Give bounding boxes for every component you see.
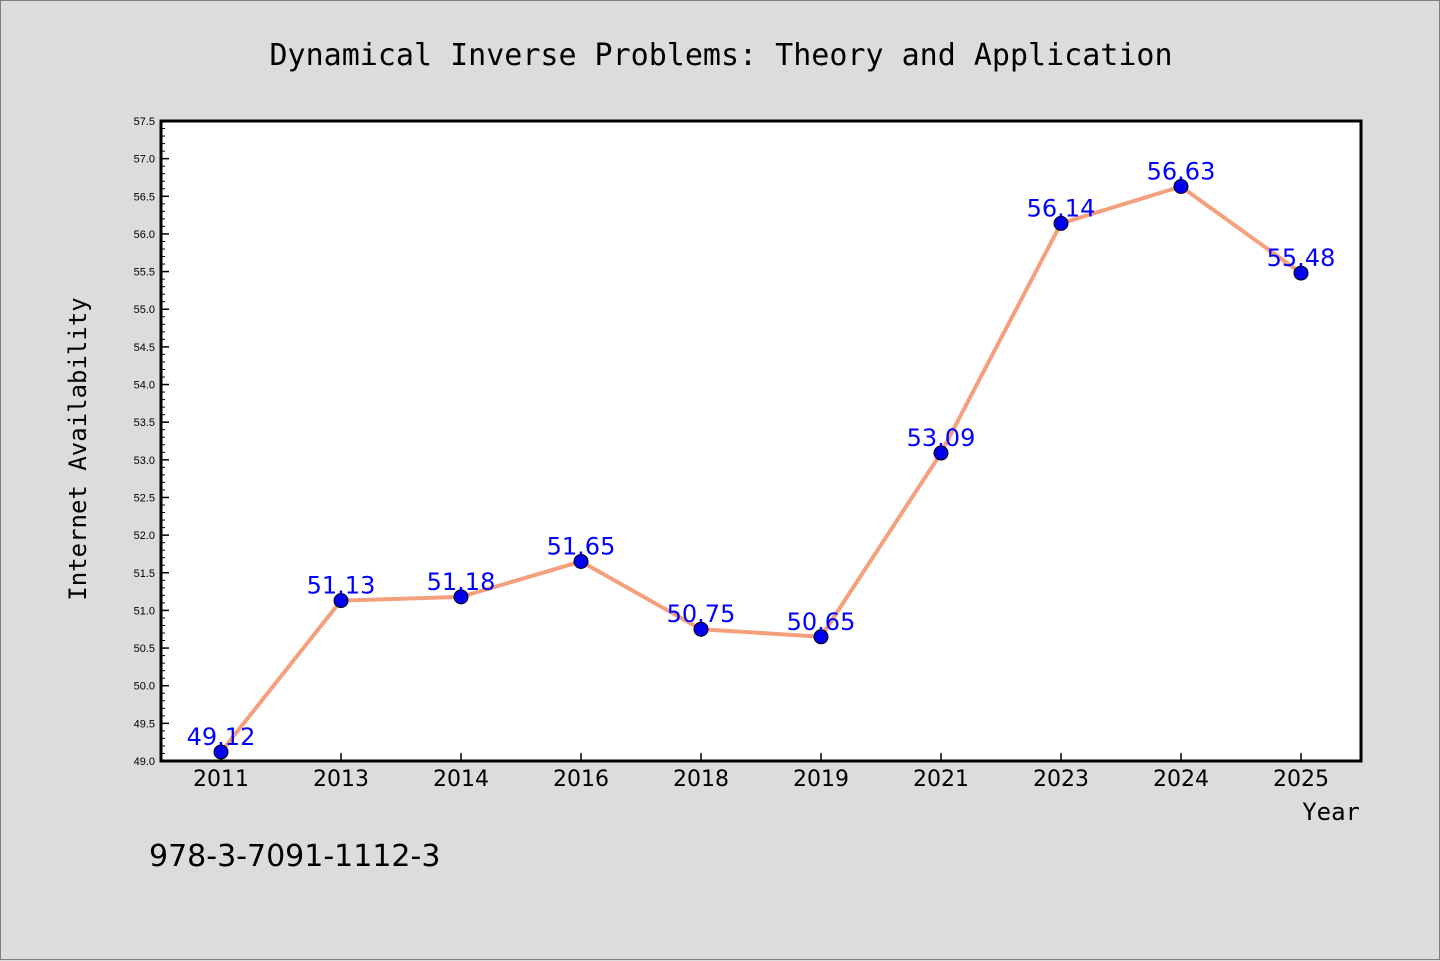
data-label: 51.13 xyxy=(307,572,376,600)
data-point xyxy=(1293,265,1309,281)
y-tick-label: 53.0 xyxy=(134,455,155,467)
x-tick-label: 2018 xyxy=(673,767,729,792)
y-tick-label: 55.0 xyxy=(134,304,155,316)
y-tick-label: 52.0 xyxy=(134,530,155,542)
y-tick-label: 51.0 xyxy=(134,605,155,617)
data-point xyxy=(693,621,709,637)
y-tick-label: 57.0 xyxy=(134,154,155,166)
y-tick-label: 54.0 xyxy=(134,380,155,392)
y-tick-label: 49.0 xyxy=(134,756,155,768)
data-label: 55.48 xyxy=(1267,244,1336,272)
data-label: 56.63 xyxy=(1147,158,1216,186)
data-point xyxy=(573,553,589,569)
x-tick-label: 2014 xyxy=(433,767,489,792)
data-label: 50.75 xyxy=(667,600,736,628)
series-group: 49.12 51.13 51.18 51.65 50.75 50.65 53.09 56.14… xyxy=(187,158,1336,760)
x-tick-label: 2013 xyxy=(313,767,369,792)
x-tick-label: 2011 xyxy=(193,767,249,792)
data-point xyxy=(1173,179,1189,195)
y-axis-ticks: 49.0 49.5 50.0 50.5 51.0 51.5 52.0 52.5 53.0 53.5… xyxy=(134,116,169,768)
data-point xyxy=(813,629,829,645)
y-tick-label: 57.5 xyxy=(134,116,155,128)
data-label: 51.65 xyxy=(547,532,616,560)
chart-title: Dynamical Inverse Problems: Theory and A… xyxy=(269,38,1172,73)
x-axis-ticks: 2011 2013 2014 2016 2018 2019 2021 2023 2024 2025 xyxy=(193,753,1329,792)
plot-frame xyxy=(159,119,1363,763)
x-tick-label: 2025 xyxy=(1273,767,1329,792)
data-label: 49.12 xyxy=(187,723,256,751)
x-axis-label: Year xyxy=(1302,798,1360,826)
x-tick-label: 2024 xyxy=(1153,767,1209,792)
data-label: 50.65 xyxy=(787,608,856,636)
x-tick-label: 2016 xyxy=(553,767,609,792)
y-tick-label: 56.5 xyxy=(134,191,155,203)
y-tick-label: 50.5 xyxy=(134,643,155,655)
isbn-text: 978-3-7091-1112-3 xyxy=(149,839,440,874)
data-label: 51.18 xyxy=(427,568,496,596)
y-axis-label: Internet Availability xyxy=(64,297,92,600)
y-tick-label: 49.5 xyxy=(134,718,155,730)
x-tick-label: 2023 xyxy=(1033,767,1089,792)
y-tick-label: 51.5 xyxy=(134,568,155,580)
y-tick-label: 50.0 xyxy=(134,681,155,693)
y-tick-label: 54.5 xyxy=(134,342,155,354)
data-point xyxy=(333,593,349,609)
y-tick-label: 53.5 xyxy=(134,417,155,429)
x-tick-label: 2021 xyxy=(913,767,969,792)
data-label: 56.14 xyxy=(1027,194,1096,222)
data-point xyxy=(1053,215,1069,231)
data-point xyxy=(453,589,469,605)
series-line xyxy=(219,184,1303,754)
x-tick-label: 2019 xyxy=(793,767,849,792)
data-label: 53.09 xyxy=(907,424,976,452)
data-point xyxy=(933,445,949,461)
y-tick-label: 55.5 xyxy=(134,267,155,279)
plot-area xyxy=(161,121,1361,761)
data-point xyxy=(213,744,229,760)
y-tick-label: 56.0 xyxy=(134,229,155,241)
y-tick-label: 52.5 xyxy=(134,492,155,504)
